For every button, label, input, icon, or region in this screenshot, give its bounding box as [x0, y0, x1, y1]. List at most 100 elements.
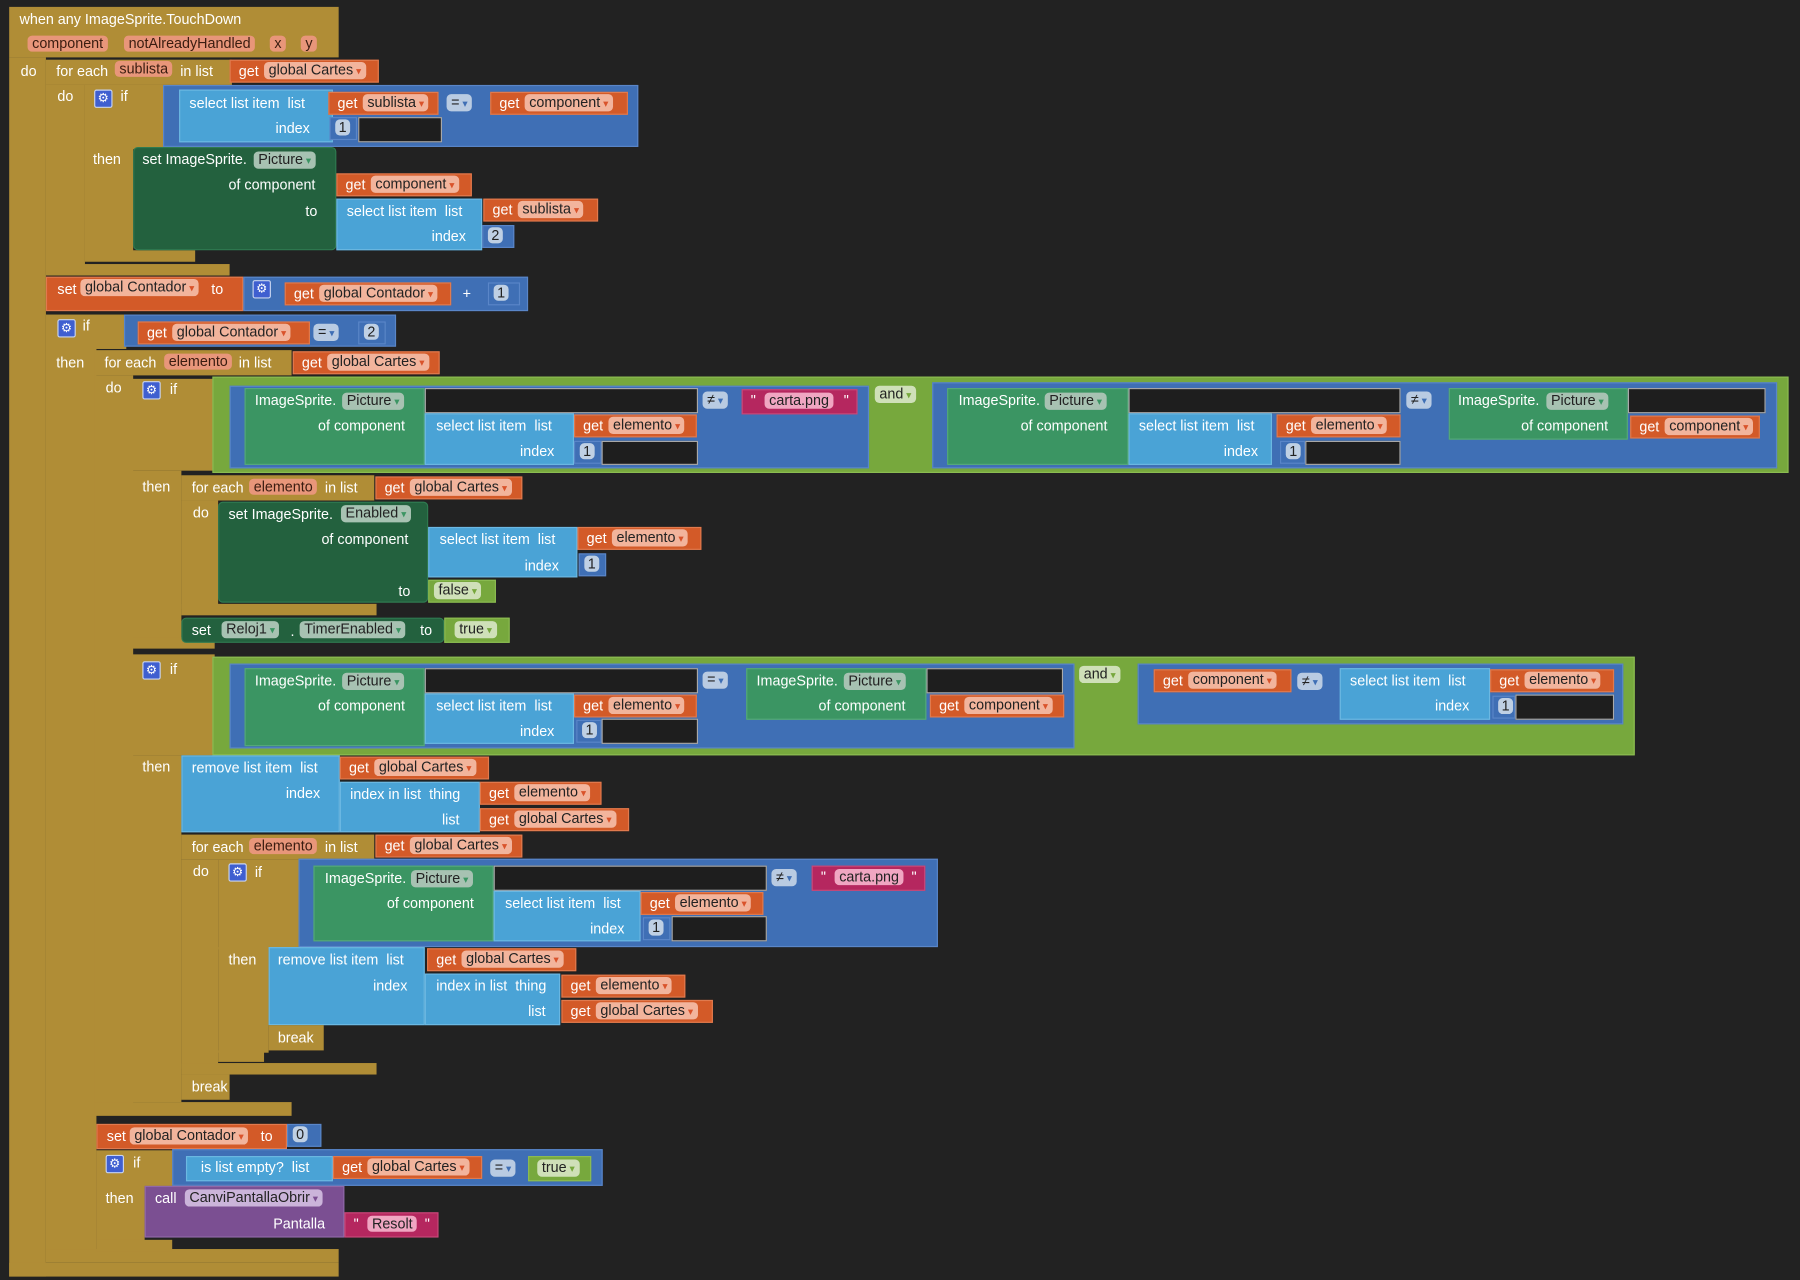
variable-dropdown[interactable]: global Cartes — [461, 950, 564, 968]
select-list-item-block[interactable] — [1128, 413, 1272, 465]
variable-dropdown[interactable]: component — [370, 175, 460, 193]
mutator-gear-icon[interactable]: ⚙ — [228, 863, 247, 882]
boolean-dropdown[interactable]: true — [454, 621, 497, 639]
variable-dropdown[interactable]: elemento — [608, 696, 685, 715]
control-block[interactable] — [132, 470, 182, 643]
control-block[interactable] — [132, 755, 182, 1103]
number-field[interactable]: 1 — [1285, 443, 1301, 460]
remove-list-item-block[interactable] — [181, 755, 340, 833]
variable-dropdown[interactable]: sublista — [362, 94, 429, 112]
loop-variable[interactable]: elemento — [164, 353, 233, 370]
variable-dropdown[interactable]: component — [1664, 417, 1753, 436]
event-block-bottom[interactable] — [9, 1262, 339, 1277]
variable-dropdown[interactable]: global Cartes — [409, 478, 512, 496]
control-block[interactable] — [181, 500, 219, 610]
mutator-gear-icon[interactable]: ⚙ — [57, 319, 76, 338]
operator-dropdown[interactable]: ≠ — [771, 869, 797, 887]
control-block[interactable] — [181, 1063, 377, 1075]
number-field[interactable]: 1 — [579, 443, 595, 460]
variable-dropdown[interactable]: elemento — [1311, 416, 1388, 434]
operator-dropdown[interactable]: = — [446, 94, 473, 112]
variable-dropdown[interactable]: sublista — [517, 200, 584, 219]
operator-dropdown[interactable]: = — [702, 671, 729, 689]
number-field[interactable]: 1 — [584, 555, 600, 572]
index-in-list-block[interactable] — [424, 973, 561, 1026]
variable-dropdown[interactable]: elemento — [595, 976, 673, 995]
mutator-gear-icon[interactable]: ⚙ — [252, 280, 271, 299]
operator-dropdown[interactable]: ≠ — [1297, 672, 1323, 690]
operator-dropdown[interactable]: ≠ — [702, 391, 728, 409]
variable-dropdown[interactable]: global Contador — [129, 1127, 249, 1145]
variable-dropdown[interactable]: elemento — [608, 416, 685, 434]
text-field[interactable]: carta.png — [764, 392, 834, 409]
text-field[interactable]: Resolt — [367, 1215, 418, 1232]
select-list-item-block[interactable] — [493, 890, 641, 942]
variable-dropdown[interactable]: component — [964, 696, 1053, 715]
variable-dropdown[interactable]: global Cartes — [374, 758, 477, 777]
number-field[interactable]: 1 — [582, 722, 597, 739]
variable-dropdown[interactable]: component — [524, 94, 613, 112]
property-dropdown[interactable]: Picture — [1044, 392, 1107, 410]
variable-dropdown[interactable]: global Contador — [172, 323, 291, 341]
variable-dropdown[interactable]: component — [1188, 671, 1277, 689]
variable-dropdown[interactable]: global Cartes — [409, 836, 512, 855]
operator-dropdown[interactable]: = — [490, 1159, 516, 1177]
control-block[interactable] — [94, 1102, 292, 1116]
select-list-item-block[interactable] — [424, 693, 574, 744]
select-list-item-block[interactable] — [428, 526, 578, 578]
event-block-spine[interactable] — [9, 57, 46, 1277]
control-block[interactable] — [45, 346, 97, 1261]
loop-variable[interactable]: elemento — [249, 838, 318, 855]
break-block[interactable] — [268, 1025, 324, 1051]
variable-dropdown[interactable]: global Cartes — [327, 353, 429, 371]
number-field[interactable]: 2 — [487, 227, 503, 244]
control-block[interactable] — [181, 859, 219, 1069]
index-in-list-block[interactable] — [339, 781, 480, 833]
variable-dropdown[interactable]: global Contador — [319, 284, 438, 302]
loop-variable[interactable]: sublista — [114, 60, 173, 77]
operator-dropdown[interactable]: and — [874, 385, 916, 403]
control-block[interactable] — [218, 947, 269, 1053]
event-param[interactable]: x — [269, 35, 287, 52]
number-field[interactable]: 1 — [648, 919, 664, 936]
control-block[interactable] — [45, 264, 230, 276]
event-param[interactable]: y — [300, 35, 318, 52]
select-list-item-block[interactable] — [424, 413, 574, 465]
event-param[interactable]: notAlreadyHandled — [123, 35, 256, 52]
remove-list-item-block[interactable] — [268, 947, 425, 1026]
variable-dropdown[interactable]: elemento — [514, 784, 591, 802]
number-field[interactable]: 1 — [1498, 697, 1514, 715]
operator-dropdown[interactable]: = — [313, 323, 340, 341]
control-block[interactable] — [84, 250, 196, 262]
property-dropdown[interactable]: Enabled — [340, 505, 411, 523]
variable-dropdown[interactable]: elemento — [675, 894, 752, 912]
control-block[interactable] — [96, 1185, 145, 1244]
variable-dropdown[interactable]: global Contador — [80, 278, 199, 297]
variable-dropdown[interactable]: global Cartes — [264, 61, 366, 80]
variable-dropdown[interactable]: global Cartes — [514, 810, 617, 828]
mutator-gear-icon[interactable]: ⚙ — [142, 381, 161, 400]
control-block[interactable] — [45, 84, 85, 269]
variable-dropdown[interactable]: global Cartes — [367, 1158, 470, 1176]
number-field[interactable]: 2 — [363, 323, 379, 340]
variable-dropdown[interactable]: elemento — [1524, 671, 1601, 689]
select-list-item-block[interactable] — [336, 198, 483, 251]
control-block[interactable] — [132, 637, 215, 649]
control-block[interactable] — [181, 603, 377, 616]
number-field[interactable]: 1 — [493, 284, 509, 301]
procedure-dropdown[interactable]: CanviPantallaObrir — [184, 1189, 323, 1207]
property-dropdown[interactable]: Picture — [342, 672, 405, 690]
operator-dropdown[interactable]: ≠ — [1406, 391, 1432, 409]
property-dropdown[interactable]: TimerEnabled — [299, 621, 406, 639]
number-field[interactable]: 1 — [335, 119, 351, 136]
select-list-item-block[interactable] — [1339, 668, 1491, 720]
component-dropdown[interactable]: Reloj1 — [221, 621, 280, 639]
boolean-dropdown[interactable]: true — [537, 1159, 580, 1177]
control-block[interactable] — [218, 1050, 265, 1062]
select-list-item-block[interactable] — [179, 89, 333, 143]
control-block[interactable] — [45, 1249, 339, 1263]
variable-dropdown[interactable]: global Cartes — [595, 1002, 698, 1020]
event-param[interactable]: component — [27, 35, 108, 52]
mutator-gear-icon[interactable]: ⚙ — [94, 89, 113, 108]
